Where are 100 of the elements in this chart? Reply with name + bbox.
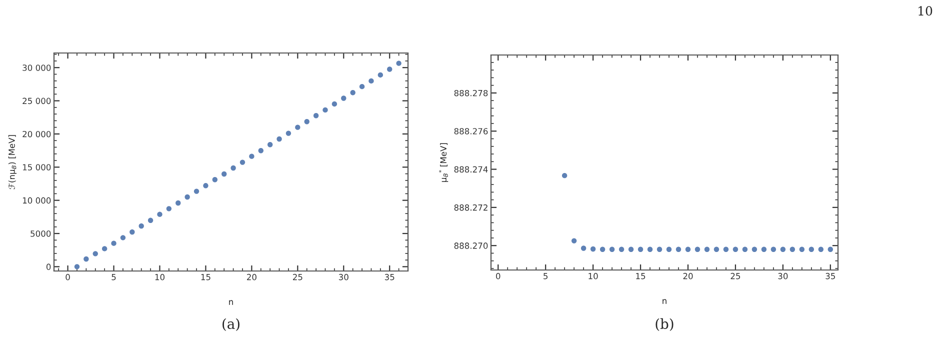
point: [92, 251, 98, 256]
x-tick-label: 20: [683, 272, 693, 280]
x-tick-label: 0: [496, 272, 500, 280]
point: [359, 84, 365, 90]
point: [176, 200, 181, 206]
x-tick-label: 25: [292, 274, 302, 280]
point: [157, 212, 162, 217]
point: [780, 246, 786, 252]
y-tick-label: 888.274: [454, 166, 488, 173]
point: [84, 256, 89, 262]
point: [647, 246, 653, 252]
y-tick-label: 10 000: [22, 197, 51, 204]
x-tick-label: 10: [155, 274, 164, 280]
point: [761, 246, 767, 252]
point: [148, 218, 154, 223]
point: [770, 246, 776, 252]
point: [685, 246, 691, 252]
point: [618, 246, 624, 252]
y-tick-label: 0: [46, 264, 51, 270]
point: [723, 246, 729, 252]
point: [130, 229, 135, 235]
y-tick-label: 30 000: [22, 64, 51, 71]
x-axis-title: n: [229, 300, 233, 305]
point: [666, 246, 672, 252]
point: [580, 246, 586, 251]
point: [194, 188, 200, 194]
x-tick-label: 10: [588, 272, 598, 280]
point: [609, 246, 615, 252]
point: [304, 119, 310, 124]
point: [212, 177, 218, 182]
y-tick-label: 888.278: [454, 90, 488, 96]
x-tick-label: 5: [112, 274, 116, 280]
y-axis-title: μ$_{B}$$^{*}$ [MeV]: [438, 143, 448, 182]
point: [249, 154, 254, 159]
point: [378, 72, 384, 78]
point: [276, 136, 282, 142]
point: [203, 183, 208, 188]
x-tick-label: 0: [66, 274, 70, 280]
point: [600, 246, 606, 252]
point: [258, 148, 264, 154]
point: [120, 235, 126, 240]
point: [332, 101, 338, 107]
text: (b): [656, 318, 674, 331]
x-tick-label: 15: [201, 274, 210, 280]
point: [828, 246, 834, 252]
point: [184, 194, 190, 200]
point: [387, 66, 392, 72]
point: [111, 240, 116, 246]
x-tick-label: 35: [826, 272, 835, 280]
point: [638, 246, 644, 252]
point: [628, 246, 634, 252]
point: [230, 165, 236, 171]
point: [571, 238, 577, 244]
point: [322, 107, 328, 113]
point: [704, 246, 710, 252]
text: 10: [918, 6, 932, 16]
y-tick-label: 15 000: [22, 164, 51, 170]
x-tick-label: 30: [338, 274, 348, 280]
point: [752, 246, 758, 252]
point: [313, 113, 319, 118]
point: [74, 264, 80, 270]
point: [790, 246, 796, 252]
point: [286, 130, 292, 136]
y-tick-label: 25 000: [22, 98, 51, 104]
point: [102, 246, 108, 252]
point: [222, 171, 227, 177]
point: [341, 96, 346, 101]
point: [166, 206, 172, 212]
point: [714, 246, 720, 252]
point: [732, 246, 738, 252]
y-tick-label: 888.276: [454, 128, 488, 134]
point: [295, 124, 300, 130]
point: [818, 246, 824, 252]
point: [799, 246, 805, 252]
point: [808, 246, 814, 252]
y-tick-label: 5000: [30, 230, 51, 237]
y-tick-label: 20 000: [22, 130, 51, 138]
x-tick-label: 20: [246, 274, 256, 280]
point: [368, 78, 374, 84]
x-axis-title: n: [662, 299, 666, 304]
x-tick-label: 15: [636, 273, 646, 280]
x-tick-label: 30: [778, 272, 788, 280]
point: [694, 246, 700, 252]
point: [350, 90, 356, 96]
point: [562, 172, 568, 178]
y-axis-title: ℱ(nμ$_{B}$) [MeV]: [8, 135, 16, 190]
point: [742, 246, 748, 252]
y-tick-label: 888.270: [454, 242, 488, 249]
point: [656, 246, 662, 252]
x-tick-label: 35: [384, 274, 394, 280]
point: [138, 223, 144, 229]
point: [396, 60, 402, 66]
point: [676, 246, 682, 252]
y-tick-label: 888.272: [454, 204, 488, 211]
x-tick-label: 5: [544, 273, 548, 280]
point: [590, 246, 596, 252]
text: (a): [222, 318, 240, 331]
point: [240, 160, 246, 165]
point: [267, 142, 273, 148]
x-tick-label: 25: [730, 272, 740, 280]
